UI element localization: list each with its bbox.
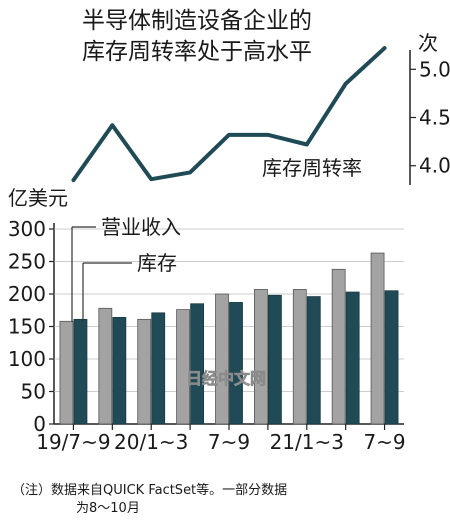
x-tick-label: 7~9 xyxy=(363,430,405,454)
turnover-tick-label: 4.5 xyxy=(419,106,450,130)
legend-inventory: 库存 xyxy=(137,251,177,275)
bar-y-tick-label: 150 xyxy=(8,315,46,339)
bar-inventory xyxy=(345,291,360,425)
x-tick-label: 21/1~3 xyxy=(270,430,344,454)
bar-inventory xyxy=(190,303,205,425)
bar-series xyxy=(59,252,399,425)
watermark: 日经中文网 xyxy=(186,369,266,388)
bar-y-tick-label: 100 xyxy=(8,347,46,371)
bar-revenue xyxy=(176,309,191,425)
bar-inventory xyxy=(384,290,399,425)
bar-revenue xyxy=(370,252,385,425)
note-line1: （注）数据来自QUICK FactSet等。一部分数据 xyxy=(12,482,287,498)
bar-unit: 亿美元 xyxy=(8,186,68,210)
bar-revenue xyxy=(59,320,74,425)
turnover-line-series xyxy=(71,46,387,183)
bar-inventory xyxy=(229,302,243,425)
bar-revenue xyxy=(137,318,152,425)
x-tick-label: 19/7~9 xyxy=(36,430,110,454)
bar-y-tick-label: 250 xyxy=(8,250,46,274)
bar-revenue xyxy=(98,307,113,425)
x-axis: 19/7~9 20/1~3 7~9 21/1~3 7~9 xyxy=(36,424,406,454)
bar-inventory xyxy=(151,312,166,425)
bar-inventory xyxy=(73,318,88,425)
x-tick-label: 20/1~3 xyxy=(114,430,188,454)
bar-inventory xyxy=(306,296,321,425)
turnover-tick-label: 4.0 xyxy=(419,154,450,178)
turnover-tick-label: 5.0 xyxy=(419,57,450,81)
bar-y-tick-label: 50 xyxy=(21,380,46,404)
legend-turnover: 库存周转率 xyxy=(262,156,362,180)
bar-y-tick-label: 300 xyxy=(8,217,46,241)
bar-y-tick-label: 200 xyxy=(8,282,46,306)
note-line2: 为8～10月 xyxy=(76,501,140,516)
legend-revenue: 营业收入 xyxy=(101,215,181,239)
turnover-unit: 次 xyxy=(418,31,438,55)
bar-revenue xyxy=(331,268,346,425)
bar-y-tick-label: 0 xyxy=(33,412,46,436)
bar-revenue xyxy=(292,289,307,425)
chart-title-line2: 库存周转率处于高水平 xyxy=(82,39,312,65)
x-tick-label: 7~9 xyxy=(208,430,250,454)
bar-inventory xyxy=(112,316,127,425)
bar-inventory xyxy=(267,294,282,425)
turnover-axis: 4.0 4.5 5.0 xyxy=(409,50,450,185)
chart-title-line1: 半导体制造设备企业的 xyxy=(82,8,312,34)
bar-revenue xyxy=(215,293,229,425)
bar-revenue xyxy=(253,289,268,425)
